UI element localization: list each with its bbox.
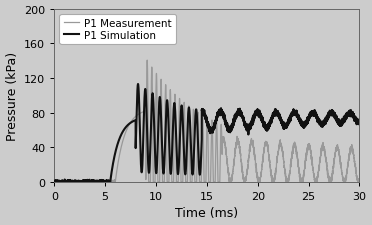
P1 Simulation <box>167 149 171 152</box>
P1 Simulation <box>126 124 131 126</box>
Line: P1 Measurement: P1 Measurement <box>54 61 359 182</box>
P1 Measurement <box>357 178 362 181</box>
P1 Simulation <box>125 125 129 128</box>
X-axis label: Time (ms): Time (ms) <box>175 207 238 219</box>
P1 Measurement <box>189 181 193 183</box>
P1 Simulation <box>355 121 359 124</box>
Y-axis label: Pressure (kPa): Pressure (kPa) <box>6 52 19 140</box>
P1 Simulation <box>136 83 140 86</box>
P1 Measurement <box>52 179 57 182</box>
P1 Measurement <box>167 137 171 140</box>
P1 Measurement <box>145 60 150 62</box>
P1 Measurement <box>355 176 359 179</box>
P1 Simulation <box>52 181 57 183</box>
P1 Measurement <box>126 125 131 128</box>
P1 Measurement <box>125 128 129 131</box>
P1 Simulation <box>357 122 362 124</box>
Line: P1 Simulation: P1 Simulation <box>54 85 359 182</box>
P1 Measurement <box>123 133 128 135</box>
P1 Measurement <box>52 181 57 183</box>
P1 Simulation <box>189 150 193 153</box>
Legend: P1 Measurement, P1 Simulation: P1 Measurement, P1 Simulation <box>60 15 176 45</box>
P1 Simulation <box>123 127 127 130</box>
